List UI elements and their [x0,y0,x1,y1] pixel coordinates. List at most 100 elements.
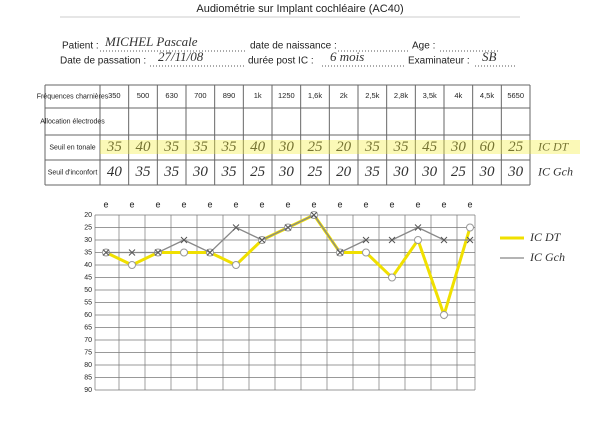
point [362,236,370,244]
threshold: 40 [136,139,152,155]
column-mark: e [467,199,472,209]
field-value: 6 mois [330,49,364,64]
frequency: 700 [194,91,207,100]
threshold: 35 [163,164,180,180]
threshold: 30 [450,139,467,155]
threshold: 25 [250,164,266,180]
y-tick-label: 20 [84,212,92,219]
point [414,224,422,231]
point [128,261,136,269]
frequency: 500 [137,91,150,100]
frequency: 890 [223,91,236,100]
point [336,249,344,256]
threshold: 30 [421,164,438,180]
threshold: 25 [308,139,324,155]
field-label: Date de passation : [60,56,146,67]
row-note: IC Gch [537,164,573,178]
frequency: 4,5k [480,91,494,100]
field-value: SB [482,49,497,64]
column-mark: e [389,199,394,209]
threshold: 35 [135,164,152,180]
threshold: 45 [422,139,438,155]
threshold: 40 [250,139,266,155]
frequency: 2k [340,91,348,100]
threshold: 40 [107,164,123,180]
y-tick-label: 65 [84,324,92,331]
point [466,223,474,232]
row-header: Allocation électrodes [40,118,105,125]
column-mark: e [207,199,212,209]
point [362,248,370,257]
y-tick-label: 55 [84,299,92,306]
threshold: 30 [278,164,295,180]
field-label: durée post IC : [248,56,314,67]
threshold: 35 [163,139,180,155]
column-mark: e [103,199,108,209]
column-mark: e [311,199,316,209]
point [440,311,448,319]
threshold: 30 [393,164,410,180]
point [440,236,448,244]
threshold: 30 [507,164,524,180]
column-mark: e [155,199,160,209]
column-mark: e [441,199,446,209]
column-mark: e [285,199,290,209]
field-value: MICHEL Pascale [104,34,198,49]
frequency: 1250 [278,91,295,100]
column-mark: e [415,199,420,209]
y-tick-label: 35 [84,249,92,256]
frequency: 3,5k [423,91,437,100]
frequency: 2,8k [394,91,408,100]
row-header: Seuil en tonale [49,144,95,151]
column-mark: e [181,199,186,209]
y-tick-label: 50 [84,287,92,294]
threshold: 20 [336,164,352,180]
threshold: 35 [221,139,238,155]
threshold: 35 [364,164,381,180]
row-header: Fréquences charnières [37,93,109,100]
point [232,224,240,231]
threshold: 35 [393,139,410,155]
point [180,248,188,257]
y-tick-label: 25 [84,224,92,231]
row-header: Seuil d'inconfort [48,169,98,176]
threshold: 35 [192,139,209,155]
y-tick-label: 30 [84,237,92,244]
row-note: IC DT [537,139,570,153]
title: Audiométrie sur Implant cochléaire (AC40… [196,3,403,15]
y-tick-label: 60 [84,312,92,319]
point [414,236,422,244]
point [154,249,162,256]
threshold: 25 [508,139,524,155]
frequency: 630 [165,91,178,100]
threshold: 30 [192,164,209,180]
threshold: 30 [479,164,496,180]
column-mark: e [363,199,368,209]
point [180,236,188,244]
y-tick-label: 90 [84,387,92,394]
threshold: 35 [364,139,381,155]
legend-text: IC DT [529,230,562,244]
column-mark: e [233,199,238,209]
column-mark: e [337,199,342,209]
point [232,261,240,269]
threshold: 20 [336,139,352,155]
point [206,249,214,256]
field-label: Examinateur : [408,56,470,67]
threshold: 35 [221,164,238,180]
highlight [100,140,580,154]
frequency: 1,6k [308,91,322,100]
threshold: 25 [451,164,467,180]
point [102,249,110,256]
frequency: 350 [108,91,121,100]
threshold: 60 [480,139,496,155]
point [466,236,474,244]
point [310,211,318,219]
field-value: 27/11/08 [158,49,204,64]
point [284,224,292,231]
y-tick-label: 45 [84,274,92,281]
point [258,236,266,244]
y-tick-label: 85 [84,374,92,381]
